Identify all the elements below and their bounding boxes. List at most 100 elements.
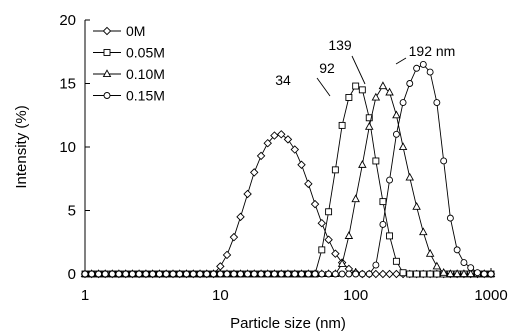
data-point [372,261,380,269]
data-point [399,99,407,107]
data-point [432,261,442,270]
peak-annotation: 34 [275,72,291,88]
data-point [230,270,238,278]
series-0.05M [81,82,495,278]
x-tick-label: 100 [343,287,368,304]
x-tick-label: 1000 [474,287,507,304]
data-point [142,270,150,278]
data-point [277,270,285,278]
data-point [371,269,381,279]
data-point [291,270,299,278]
annotation-leader [395,57,407,65]
data-point [196,270,204,278]
data-point [257,270,265,278]
data-point [419,270,427,278]
data-point [183,270,190,278]
data-point [338,121,346,129]
data-point [283,135,293,144]
annotation-leader [316,77,331,97]
data-point [372,157,380,165]
data-point [203,270,211,278]
data-point [149,270,157,278]
data-point [264,270,272,278]
data-point [115,270,123,278]
x-tick-label: 10 [212,287,229,304]
y-tick-label: 5 [68,203,76,220]
data-point [318,246,326,254]
legend-marker [102,26,112,36]
data-point [156,270,163,278]
data-point [406,80,414,87]
data-point [426,270,434,278]
data-point [385,269,394,279]
data-point [88,270,96,278]
series-layer [80,60,496,279]
data-point [399,269,407,277]
data-point [358,160,367,168]
legend-entry: 0.05M [93,45,165,61]
data-point [236,212,245,222]
data-point [318,270,326,278]
legend-label: 0.10M [126,66,165,82]
data-point [413,270,421,278]
legend-label: 0M [126,23,145,39]
data-point [249,168,259,177]
legend-entry: 0.15M [93,88,165,104]
data-point [297,160,306,170]
data-point [304,179,313,189]
data-point [467,264,475,272]
data-point [325,270,333,278]
data-point [270,270,278,278]
legend-label: 0.05M [126,45,165,61]
peak-annotation: 192 nm [409,43,456,59]
data-point [284,270,292,278]
data-point [351,194,360,203]
data-point [379,221,387,228]
data-point [311,270,319,278]
data-point [290,145,300,154]
data-point [216,270,224,278]
data-point [277,130,286,139]
y-tick-label: 20 [59,12,76,29]
data-point [331,166,339,174]
data-point [392,130,400,138]
data-point [412,201,421,210]
data-point [270,131,279,140]
data-point [210,270,218,278]
data-point [398,142,408,151]
data-point [338,270,346,278]
legend: 0M 0.05M 0.10M 0.15M [93,23,165,104]
data-point [392,110,401,119]
data-point [237,270,244,278]
data-point [487,270,495,278]
data-point [352,82,360,90]
peak-annotation: 139 [328,37,352,53]
data-point [337,259,347,267]
data-point [473,269,481,277]
y-axis-ticks: 0 5 10 15 20 [59,12,90,283]
data-point [256,151,266,161]
data-point [413,64,421,72]
data-point [263,138,272,148]
data-point [189,270,197,278]
data-point [433,99,441,107]
legend-marker [102,69,112,78]
data-point [358,270,366,278]
legend-entry: 0.10M [93,66,165,82]
data-point [365,114,373,122]
data-point [379,198,387,206]
data-point [385,87,394,96]
data-point [317,218,327,228]
data-point [386,176,394,184]
peak-annotation: 92 [319,60,335,76]
data-point [244,270,252,278]
data-point [433,270,441,278]
data-point [392,257,400,265]
data-point [446,214,454,222]
y-tick-label: 0 [68,266,76,283]
data-point [122,270,130,278]
legend-marker [103,92,111,99]
legend-label: 0.15M [126,88,165,104]
data-point [378,269,388,279]
data-point [344,231,354,239]
